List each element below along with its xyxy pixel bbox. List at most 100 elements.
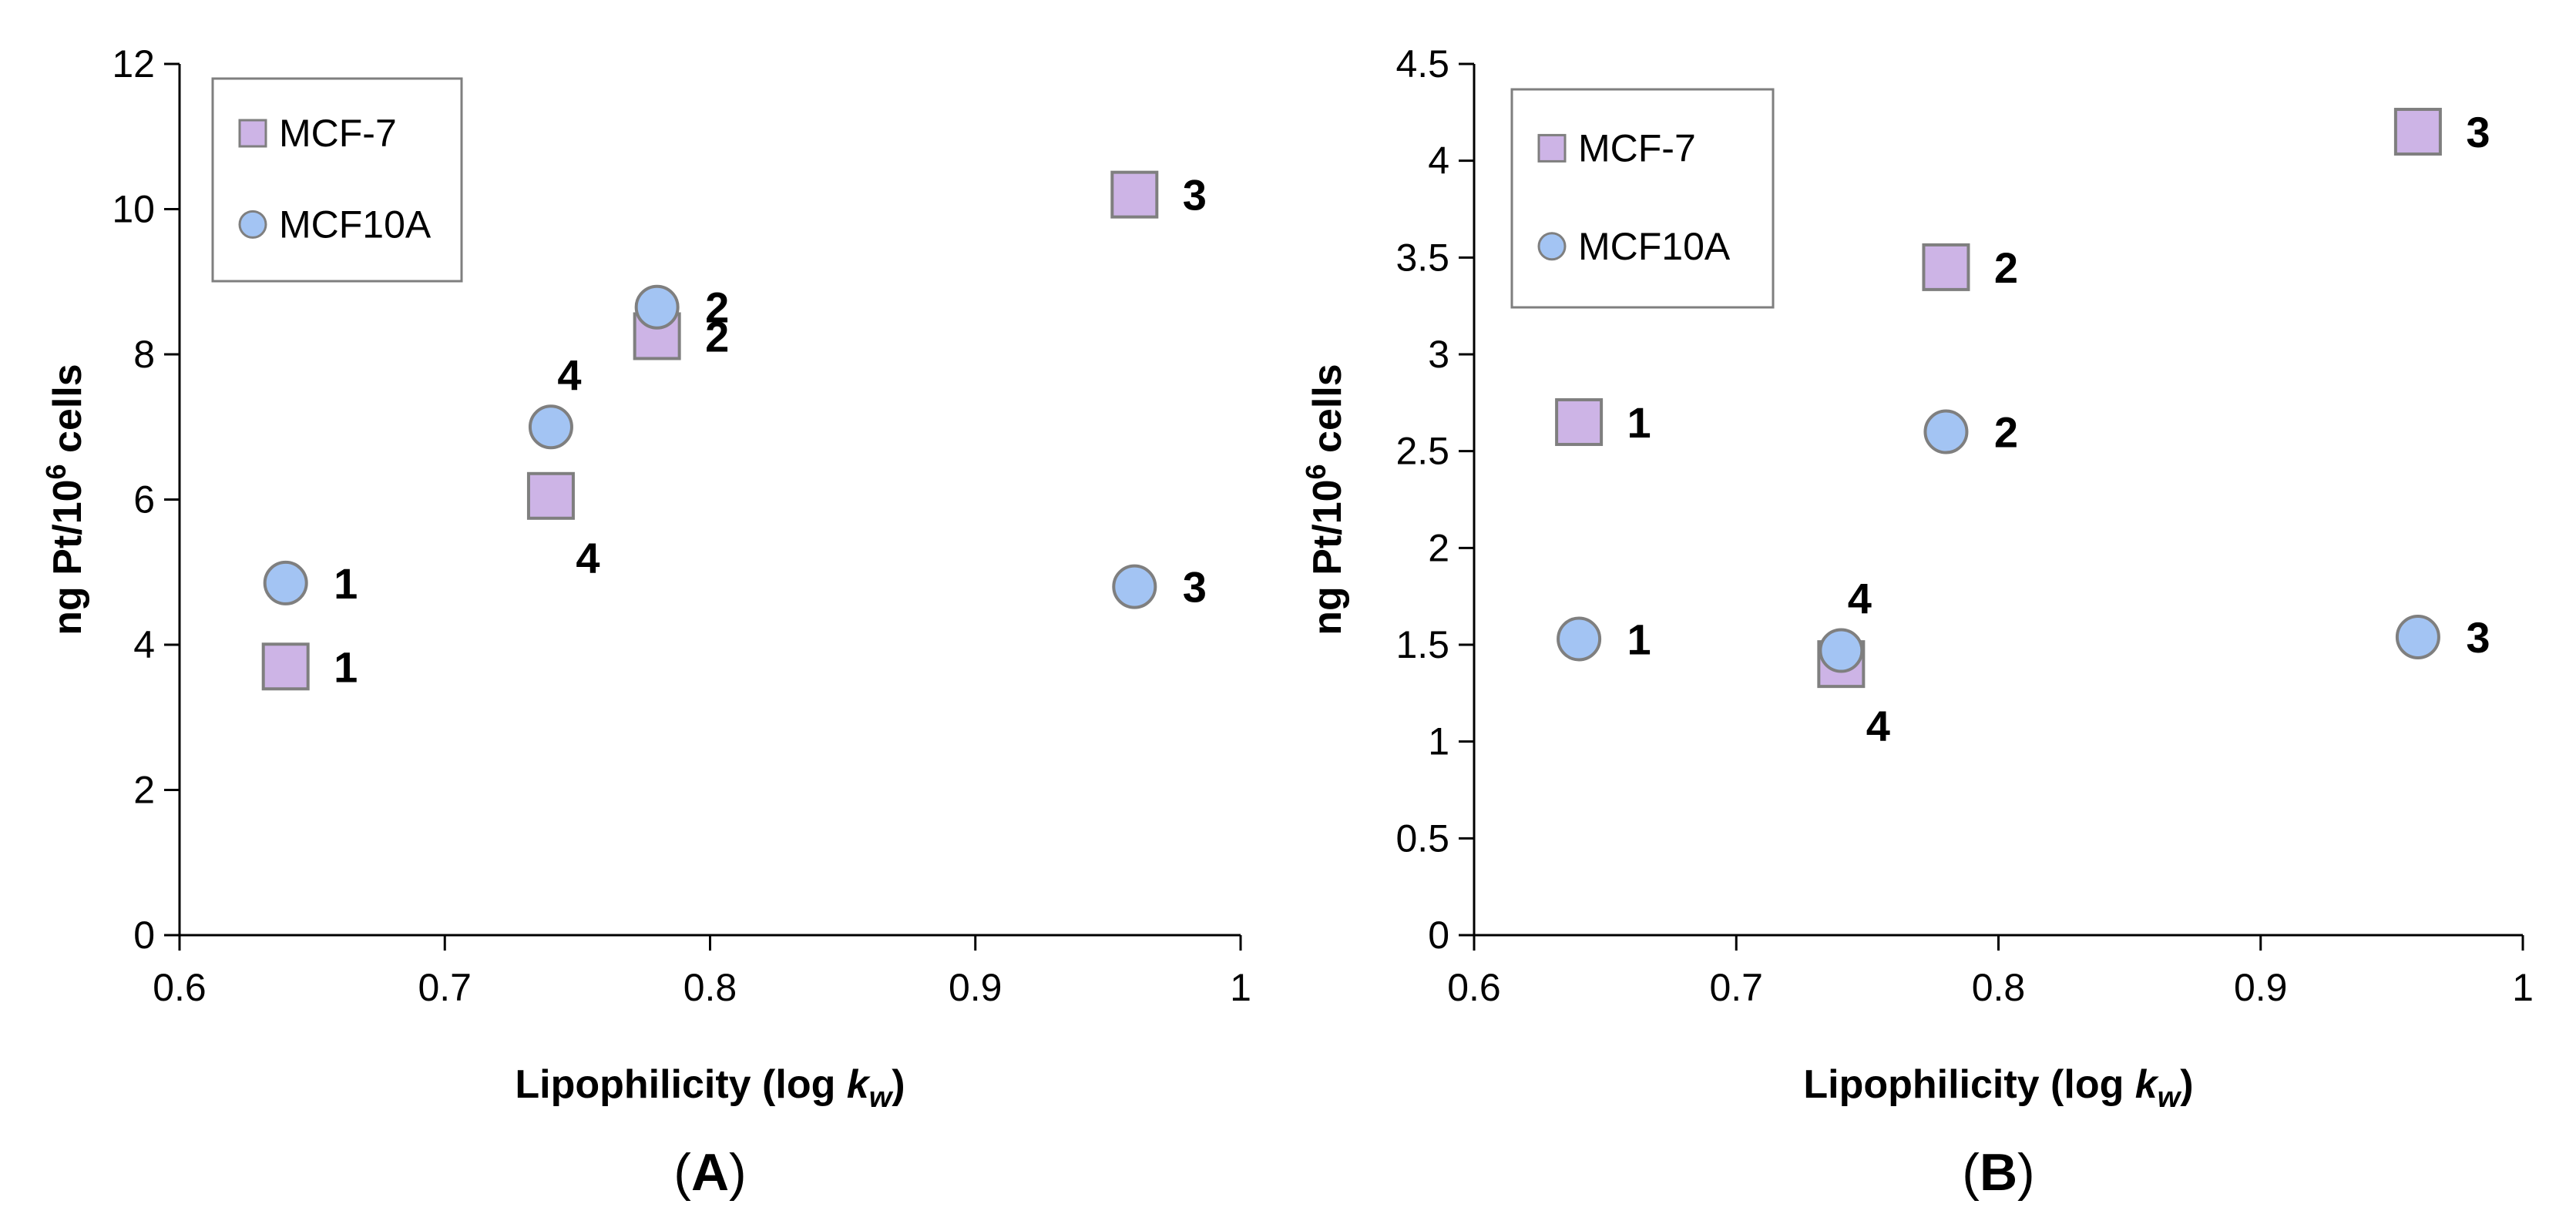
data-point-circle	[528, 404, 573, 450]
legend-label: MCF-7	[1578, 126, 1696, 169]
y-tick-label: 10	[112, 188, 155, 231]
panel-label: (B)	[1962, 1143, 2034, 1202]
y-tick-label: 3	[1428, 333, 1449, 376]
x-tick-label: 0.9	[949, 966, 1003, 1009]
x-axis-label-k: k	[847, 1062, 872, 1107]
data-label: 1	[1627, 615, 1651, 663]
x-axis-label-main: Lipophilicity (log	[515, 1062, 846, 1107]
legend: MCF-7 MCF10A	[211, 77, 463, 283]
x-axis-label: Lipophilicity (log kw)	[1803, 1062, 2193, 1114]
series-mcf10a: 1 2 3 4	[263, 283, 1207, 612]
panel-label-close-paren: )	[729, 1143, 747, 1202]
y-tick-label: 2.5	[1395, 430, 1449, 473]
data-point-circle	[263, 560, 308, 605]
data-label: 2	[705, 312, 729, 361]
data-point-circle	[634, 284, 680, 330]
data-label: 4	[1848, 575, 1872, 623]
x-axis-label-main: Lipophilicity (log	[1803, 1062, 2134, 1107]
data-label: 1	[334, 642, 358, 691]
y-axis-label-main: ng Pt/10	[45, 479, 90, 635]
data-point-square	[1555, 397, 1604, 446]
y-axis-label: ng Pt/106 cells	[1300, 364, 1350, 635]
x-tick-label: 0.6	[153, 966, 207, 1009]
x-axis-label-subscript: w	[2158, 1082, 2182, 1114]
x-tick-label: 0.8	[1972, 966, 2026, 1009]
legend-marker-square	[1537, 133, 1567, 163]
x-tick-label: 1	[2512, 966, 2534, 1009]
y-tick-label: 6	[133, 478, 155, 521]
data-label: 1	[1627, 398, 1651, 447]
data-point-circle	[1819, 628, 1864, 673]
legend-label: MCF-7	[279, 112, 397, 155]
x-axis-label-close: )	[892, 1062, 905, 1107]
data-label: 1	[334, 559, 358, 608]
y-tick-label: 4	[1428, 139, 1449, 183]
data-point-square	[261, 642, 310, 691]
legend-marker-circle	[238, 210, 267, 239]
data-label: 2	[1994, 408, 2018, 457]
data-point-circle	[1557, 616, 1602, 662]
data-label: 4	[1866, 702, 1890, 750]
x-axis-label-k: k	[2135, 1062, 2160, 1107]
data-point-square	[2393, 107, 2442, 156]
legend-label: MCF10A	[1578, 225, 1731, 268]
x-tick-label: 0.7	[418, 966, 472, 1009]
series-mcf10a: 1 2 3 4	[1557, 408, 2490, 673]
y-axis-label: ng Pt/106 cells	[40, 364, 90, 635]
data-label: 3	[1183, 563, 1207, 612]
x-tick-label: 1	[1230, 966, 1251, 1009]
y-tick-label: 8	[133, 333, 155, 376]
y-tick-label: 0	[1428, 914, 1449, 957]
panel-label-letter: B	[1980, 1143, 2017, 1202]
y-tick-label: 0	[133, 914, 155, 957]
data-point-circle	[1923, 409, 1969, 454]
y-tick-label: 0.5	[1395, 817, 1449, 860]
x-tick-label: 0.7	[1709, 966, 1763, 1009]
panel-label-open-paren: (	[1962, 1143, 1980, 1202]
x-tick-label: 0.9	[2234, 966, 2288, 1009]
data-point-square	[526, 471, 575, 520]
x-axis-label-subscript: w	[869, 1082, 894, 1114]
data-label: 4	[557, 350, 581, 399]
y-axis-label-main: ng Pt/10	[1305, 479, 1350, 635]
data-label: 3	[2466, 613, 2490, 662]
panel-label-open-paren: (	[673, 1143, 691, 1202]
y-axis-label-rest: cells	[45, 364, 90, 464]
data-point-square	[1110, 170, 1159, 219]
x-axis-label-close: )	[2180, 1062, 2193, 1107]
y-axis-label-superscript: 6	[1300, 464, 1332, 479]
legend-box	[211, 77, 463, 283]
data-point-circle	[2395, 614, 2440, 659]
data-label: 2	[1994, 243, 2018, 292]
x-axis-label: Lipophilicity (log kw)	[515, 1062, 905, 1114]
data-label: 3	[2466, 108, 2490, 156]
data-label: 3	[1183, 171, 1207, 220]
y-tick-label: 1	[1428, 720, 1449, 763]
y-tick-label: 4	[133, 623, 155, 666]
data-point-circle	[1112, 564, 1157, 609]
data-label: 2	[705, 283, 729, 332]
y-tick-label: 2	[1428, 526, 1449, 569]
x-tick-label: 0.8	[683, 966, 737, 1009]
panel-label-letter: A	[691, 1143, 729, 1202]
legend-box	[1510, 88, 1775, 309]
x-tick-label: 0.6	[1447, 966, 1501, 1009]
panel-label: (A)	[673, 1143, 746, 1202]
legend: MCF-7 MCF10A	[1510, 88, 1775, 309]
legend-marker-circle	[1537, 232, 1567, 261]
data-point-square	[1922, 243, 1970, 291]
data-label: 4	[576, 534, 599, 582]
panel-label-close-paren: )	[2017, 1143, 2035, 1202]
series-mcf-7: 1 2 3 4	[261, 170, 1207, 691]
y-tick-label: 12	[112, 42, 155, 86]
y-axis-label-rest: cells	[1305, 364, 1350, 464]
legend-marker-square	[238, 119, 267, 148]
legend-label: MCF10A	[279, 203, 432, 246]
y-axis-label-superscript: 6	[40, 464, 72, 479]
y-tick-label: 2	[133, 769, 155, 812]
y-tick-label: 3.5	[1395, 236, 1449, 279]
y-tick-label: 1.5	[1395, 623, 1449, 666]
chart-panel-b: 0 0.5 1 1.5 2 2.5 3 3.5 4 4.5 0.6 0.7 0.8 0.9 1 Lipophi…	[1300, 42, 2534, 1202]
y-tick-label: 4.5	[1395, 42, 1449, 86]
